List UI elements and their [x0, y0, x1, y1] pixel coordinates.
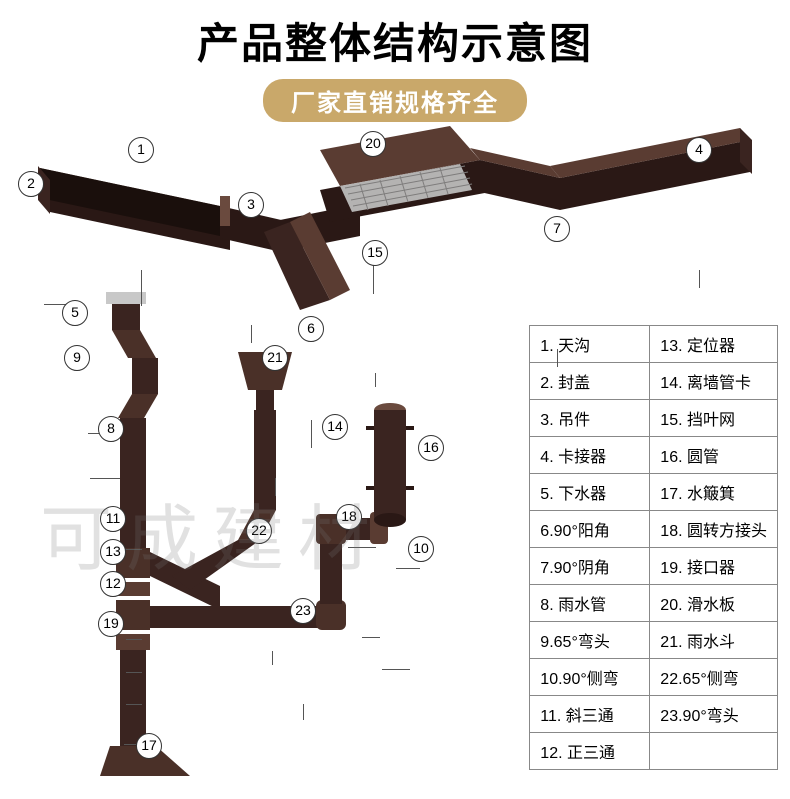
legend-cell: 8. 雨水管	[530, 585, 650, 622]
legend-cell: 17. 水簸箕	[650, 474, 778, 511]
callout-9: 9	[64, 345, 90, 371]
legend-cell: 13. 定位器	[650, 326, 778, 363]
callout-10: 10	[408, 536, 434, 562]
legend-cell: 16. 圆管	[650, 437, 778, 474]
legend-cell: 11. 斜三通	[530, 696, 650, 733]
callout-1: 1	[128, 137, 154, 163]
legend-row: 12. 正三通	[530, 733, 778, 770]
legend-row: 2. 封盖14. 离墙管卡	[530, 363, 778, 400]
callout-17: 17	[136, 733, 162, 759]
legend-cell: 5. 下水器	[530, 474, 650, 511]
legend-cell: 10.90°侧弯	[530, 659, 650, 696]
callout-22: 22	[246, 518, 272, 544]
subtitle-badge: 厂家直销规格齐全	[263, 79, 527, 122]
callout-18: 18	[336, 504, 362, 530]
callout-7: 7	[544, 216, 570, 242]
page-title: 产品整体结构示意图	[0, 0, 790, 71]
callout-20: 20	[360, 131, 386, 157]
callout-21: 21	[262, 345, 288, 371]
callout-14: 14	[322, 414, 348, 440]
callout-2: 2	[18, 171, 44, 197]
legend-row: 7.90°阴角19. 接口器	[530, 548, 778, 585]
legend-cell: 19. 接口器	[650, 548, 778, 585]
legend-cell	[650, 733, 778, 770]
legend-cell: 7.90°阴角	[530, 548, 650, 585]
callout-4: 4	[686, 137, 712, 163]
callout-6: 6	[298, 316, 324, 342]
legend-cell: 9.65°弯头	[530, 622, 650, 659]
callout-5: 5	[62, 300, 88, 326]
legend-cell: 1. 天沟	[530, 326, 650, 363]
callout-11: 11	[100, 506, 126, 532]
legend-row: 10.90°侧弯22.65°侧弯	[530, 659, 778, 696]
legend-cell: 12. 正三通	[530, 733, 650, 770]
legend-row: 11. 斜三通23.90°弯头	[530, 696, 778, 733]
legend-row: 5. 下水器17. 水簸箕	[530, 474, 778, 511]
callout-12: 12	[100, 571, 126, 597]
callout-16: 16	[418, 435, 444, 461]
legend-cell: 21. 雨水斗	[650, 622, 778, 659]
legend-cell: 22.65°侧弯	[650, 659, 778, 696]
legend-row: 6.90°阳角18. 圆转方接头	[530, 511, 778, 548]
legend-cell: 6.90°阳角	[530, 511, 650, 548]
legend-cell: 2. 封盖	[530, 363, 650, 400]
legend-cell: 20. 滑水板	[650, 585, 778, 622]
legend-row: 8. 雨水管20. 滑水板	[530, 585, 778, 622]
callout-23: 23	[290, 598, 316, 624]
legend-row: 3. 吊件15. 挡叶网	[530, 400, 778, 437]
legend-row: 9.65°弯头21. 雨水斗	[530, 622, 778, 659]
legend-cell: 15. 挡叶网	[650, 400, 778, 437]
callout-15: 15	[362, 240, 388, 266]
legend-table: 1. 天沟13. 定位器2. 封盖14. 离墙管卡3. 吊件15. 挡叶网4. …	[529, 325, 778, 770]
subtitle-wrap: 厂家直销规格齐全	[0, 79, 790, 122]
legend-row: 1. 天沟13. 定位器	[530, 326, 778, 363]
legend-cell: 4. 卡接器	[530, 437, 650, 474]
legend-cell: 3. 吊件	[530, 400, 650, 437]
callout-19: 19	[98, 611, 124, 637]
legend-cell: 23.90°弯头	[650, 696, 778, 733]
callout-13: 13	[100, 539, 126, 565]
callout-3: 3	[238, 192, 264, 218]
legend-row: 4. 卡接器16. 圆管	[530, 437, 778, 474]
legend-cell: 14. 离墙管卡	[650, 363, 778, 400]
callout-8: 8	[98, 416, 124, 442]
legend-cell: 18. 圆转方接头	[650, 511, 778, 548]
